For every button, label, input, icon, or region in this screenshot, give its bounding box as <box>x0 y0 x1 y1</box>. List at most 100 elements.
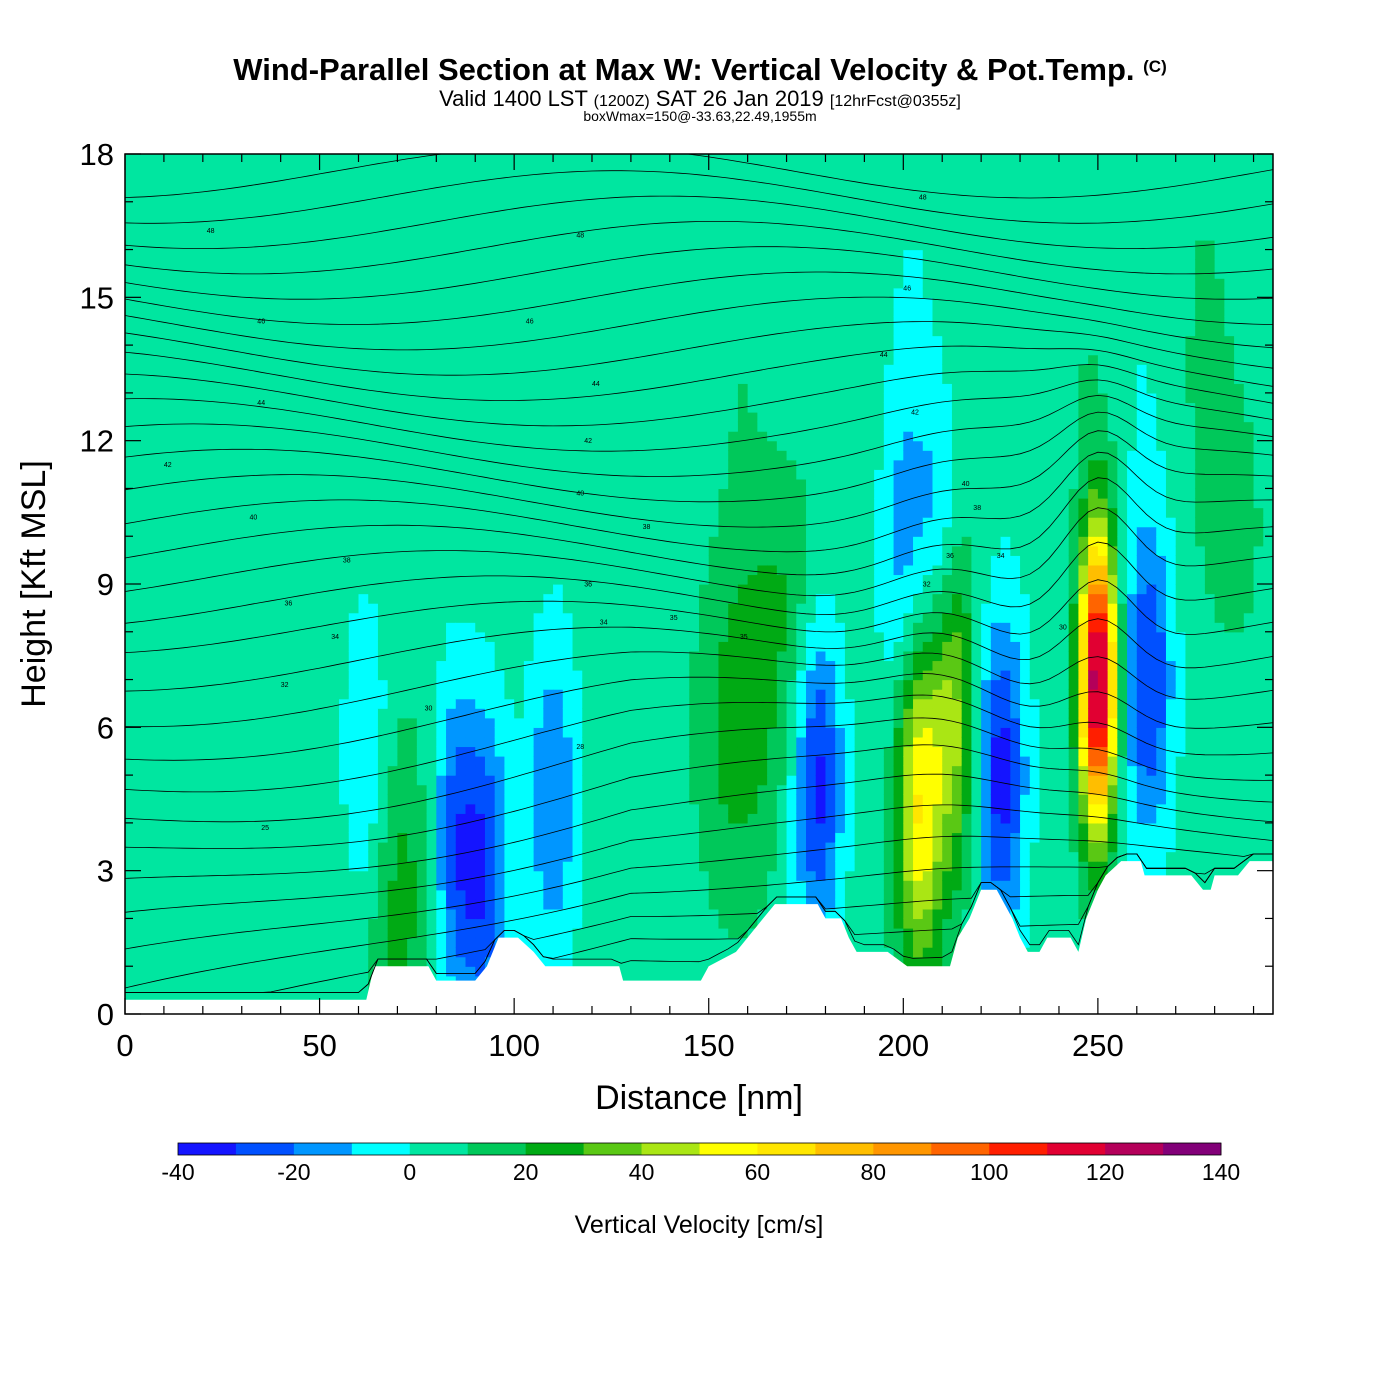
velocity-cell <box>484 545 496 556</box>
velocity-cell <box>309 775 321 786</box>
velocity-cell <box>553 784 564 795</box>
velocity-cell <box>504 679 515 690</box>
velocity-cell <box>591 287 603 298</box>
velocity-cell <box>212 851 223 862</box>
velocity-cell <box>591 412 603 423</box>
velocity-cell <box>202 775 214 786</box>
velocity-cell <box>514 794 525 805</box>
velocity-cell <box>475 641 486 652</box>
velocity-cell <box>270 717 282 728</box>
velocity-cell <box>426 937 437 948</box>
velocity-cell <box>601 488 613 499</box>
velocity-cell <box>339 584 350 595</box>
velocity-cell <box>640 240 651 251</box>
velocity-cell <box>280 306 291 318</box>
velocity-cell <box>484 947 496 958</box>
velocity-cell <box>455 622 467 633</box>
velocity-cell <box>319 488 330 499</box>
velocity-cell <box>134 163 146 174</box>
velocity-cell <box>261 335 272 346</box>
velocity-cell <box>630 545 642 556</box>
velocity-cell <box>572 268 583 279</box>
velocity-cell <box>212 832 223 843</box>
velocity-cell <box>416 249 428 260</box>
velocity-cell <box>397 564 408 576</box>
velocity-cell <box>543 832 554 843</box>
velocity-cell <box>202 440 214 451</box>
velocity-cell <box>319 249 330 260</box>
velocity-cell <box>222 851 233 862</box>
velocity-cell <box>319 603 330 614</box>
velocity-cell <box>348 440 360 451</box>
velocity-cell <box>436 813 447 824</box>
velocity-cell <box>465 488 476 499</box>
velocity-cell <box>562 488 574 499</box>
velocity-cell <box>193 880 204 891</box>
velocity-cell <box>212 727 223 738</box>
velocity-cell <box>251 230 262 241</box>
velocity-cell <box>154 402 165 413</box>
velocity-cell <box>368 306 379 318</box>
velocity-cell <box>621 392 632 404</box>
velocity-cell <box>397 536 408 547</box>
velocity-cell <box>533 249 544 260</box>
velocity-cell <box>339 507 350 518</box>
velocity-cell <box>465 593 476 604</box>
velocity-cell <box>222 545 233 556</box>
velocity-cell <box>144 259 155 270</box>
velocity-cell <box>339 201 350 212</box>
velocity-cell <box>494 803 506 814</box>
velocity-cell <box>319 937 330 948</box>
velocity-cell <box>562 421 574 432</box>
velocity-cell <box>582 268 593 279</box>
velocity-cell <box>251 478 262 490</box>
velocity-cell <box>543 412 554 423</box>
velocity-cell <box>309 306 321 318</box>
velocity-cell <box>416 326 428 337</box>
velocity-cell <box>455 861 467 872</box>
velocity-cell <box>222 182 233 193</box>
velocity-cell <box>309 240 321 251</box>
velocity-cell <box>397 593 408 604</box>
velocity-cell <box>261 956 272 967</box>
velocity-cell <box>650 717 661 728</box>
velocity-cell <box>212 335 223 346</box>
velocity-cell <box>193 908 204 920</box>
velocity-cell <box>572 650 583 662</box>
velocity-cell <box>377 727 389 738</box>
velocity-cell <box>193 278 204 289</box>
velocity-cell <box>232 192 243 203</box>
velocity-cell <box>163 708 175 719</box>
velocity-cell <box>465 478 476 490</box>
velocity-cell <box>251 631 262 642</box>
velocity-cell <box>154 211 165 222</box>
velocity-cell <box>591 813 603 824</box>
velocity-cell <box>241 287 253 298</box>
velocity-cell <box>183 211 194 222</box>
velocity-cell <box>280 641 291 652</box>
velocity-cell <box>125 450 136 461</box>
velocity-cell <box>640 574 651 585</box>
velocity-cell <box>582 574 593 585</box>
velocity-cell <box>397 316 408 327</box>
velocity-cell <box>582 641 593 652</box>
velocity-cell <box>572 708 583 719</box>
velocity-cell <box>562 440 574 451</box>
velocity-cell <box>504 498 515 509</box>
velocity-cell <box>309 249 321 260</box>
velocity-cell <box>416 517 428 528</box>
velocity-cell <box>494 316 506 327</box>
velocity-cell <box>134 756 146 767</box>
velocity-cell <box>377 335 389 346</box>
velocity-cell <box>125 584 136 595</box>
velocity-cell <box>572 211 583 222</box>
velocity-cell <box>640 746 651 757</box>
velocity-cell <box>241 555 253 566</box>
velocity-cell <box>329 335 340 346</box>
velocity-cell <box>601 861 613 872</box>
velocity-cell <box>572 469 583 480</box>
velocity-cell <box>212 278 223 289</box>
velocity-cell <box>358 220 369 232</box>
velocity-cell <box>562 947 574 958</box>
velocity-cell <box>640 373 651 384</box>
